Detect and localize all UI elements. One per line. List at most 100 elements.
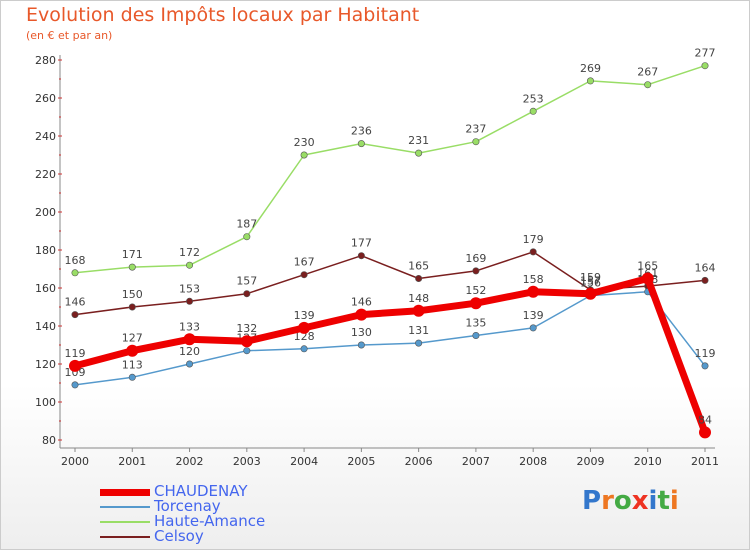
data-label-haute-amance: 253	[523, 92, 544, 105]
y-tick-label: 160	[35, 282, 56, 295]
data-point-chaudenay	[584, 287, 597, 300]
data-label-celsoy: 165	[408, 260, 429, 273]
x-tick-label: 2002	[176, 455, 204, 468]
data-point-haute-amance	[243, 233, 251, 241]
data-point-haute-amance	[128, 263, 136, 271]
logo-letter: P	[582, 486, 602, 516]
series-line-chaudenay	[71, 275, 709, 436]
y-tick-label: 260	[35, 92, 56, 105]
y-tick-label: 140	[35, 320, 56, 333]
data-label-torcenay: 131	[408, 324, 429, 337]
x-tick-label: 2009	[576, 455, 604, 468]
legend-swatch-haute-amance	[100, 521, 150, 523]
data-point-celsoy	[243, 290, 251, 298]
series-line-haute-amance	[74, 64, 706, 274]
data-point-haute-amance	[701, 62, 709, 70]
data-point-celsoy	[300, 271, 308, 279]
series-line-celsoy	[74, 251, 706, 316]
data-point-celsoy	[186, 297, 194, 305]
proxiti-logo: Proxiti	[582, 486, 679, 516]
data-label-celsoy: 153	[179, 282, 200, 295]
data-point-haute-amance	[300, 151, 308, 159]
data-label-celsoy: 177	[351, 237, 372, 250]
data-label-celsoy: 159	[580, 271, 601, 284]
data-label-haute-amance: 231	[408, 134, 429, 147]
data-point-chaudenay	[183, 333, 196, 346]
data-point-torcenay	[128, 373, 136, 381]
data-point-celsoy	[71, 311, 79, 319]
data-point-haute-amance	[472, 138, 480, 146]
data-label-haute-amance: 236	[351, 125, 372, 138]
data-label-chaudenay: 157	[580, 275, 601, 288]
data-point-chaudenay	[699, 426, 711, 439]
x-tick-label: 2004	[290, 455, 318, 468]
x-tick-label: 2005	[347, 455, 375, 468]
logo-letter: i	[648, 486, 658, 516]
data-point-torcenay	[357, 341, 365, 349]
y-tick-label: 280	[35, 54, 56, 67]
data-label-torcenay: 113	[122, 358, 143, 371]
chart-title: Evolution des Impôts locaux par Habitant	[26, 4, 420, 26]
data-point-torcenay	[415, 339, 423, 347]
logo-letter: o	[613, 486, 632, 516]
x-tick-label: 2001	[118, 455, 146, 468]
data-label-celsoy: 179	[523, 233, 544, 246]
data-label-torcenay: 139	[523, 309, 544, 322]
x-tick-label: 2006	[405, 455, 433, 468]
data-label-celsoy: 164	[695, 261, 716, 274]
data-point-chaudenay	[126, 344, 139, 357]
data-label-torcenay: 156	[580, 277, 601, 290]
y-tick-label: 180	[35, 244, 56, 257]
y-tick-label: 120	[35, 358, 56, 371]
legend-swatch-torcenay	[100, 506, 150, 508]
data-label-haute-amance: 187	[236, 218, 257, 231]
data-point-torcenay	[186, 360, 194, 368]
data-point-celsoy	[357, 252, 365, 260]
data-point-chaudenay	[240, 335, 253, 348]
data-label-celsoy: 157	[236, 275, 257, 288]
data-label-torcenay: 109	[65, 366, 86, 379]
data-point-torcenay	[71, 381, 79, 389]
data-point-torcenay	[300, 345, 308, 353]
legend-label-haute-amance: Haute-Amance	[154, 512, 266, 530]
data-point-haute-amance	[71, 269, 79, 277]
data-label-chaudenay: 133	[179, 320, 200, 333]
data-label-chaudenay: 158	[523, 273, 544, 286]
x-tick-label: 2003	[233, 455, 261, 468]
logo-letter: i	[669, 486, 679, 516]
data-label-chaudenay: 139	[294, 309, 315, 322]
data-point-haute-amance	[186, 261, 194, 269]
data-label-chaudenay: 84	[698, 413, 712, 426]
data-label-chaudenay: 127	[122, 332, 143, 345]
x-tick-label: 2008	[519, 455, 547, 468]
data-label-celsoy: 169	[465, 252, 486, 265]
data-point-chaudenay	[469, 297, 482, 310]
data-label-haute-amance: 230	[294, 136, 315, 149]
data-point-celsoy	[128, 303, 136, 311]
data-label-chaudenay: 146	[351, 296, 372, 309]
logo-letter: r	[601, 486, 614, 516]
data-label-torcenay: 119	[695, 347, 716, 360]
x-tick-label: 2010	[634, 455, 662, 468]
y-tick-label: 200	[35, 206, 56, 219]
data-point-celsoy	[472, 267, 480, 275]
data-point-celsoy	[701, 276, 709, 284]
data-point-haute-amance	[415, 149, 423, 157]
data-label-torcenay: 128	[294, 330, 315, 343]
data-point-chaudenay	[412, 304, 425, 317]
x-tick-label: 2000	[61, 455, 89, 468]
data-label-haute-amance: 269	[580, 62, 601, 75]
data-label-celsoy: 150	[122, 288, 143, 301]
data-point-chaudenay	[641, 272, 654, 285]
data-point-chaudenay	[298, 321, 311, 334]
data-label-haute-amance: 277	[695, 47, 716, 60]
legend-label-celsoy: Celsoy	[154, 527, 204, 545]
data-label-chaudenay: 152	[465, 284, 486, 297]
y-tick-label: 220	[35, 168, 56, 181]
data-point-celsoy	[415, 274, 423, 282]
data-label-chaudenay: 165	[637, 260, 658, 273]
data-point-chaudenay	[527, 285, 540, 298]
x-tick-label: 2007	[462, 455, 490, 468]
